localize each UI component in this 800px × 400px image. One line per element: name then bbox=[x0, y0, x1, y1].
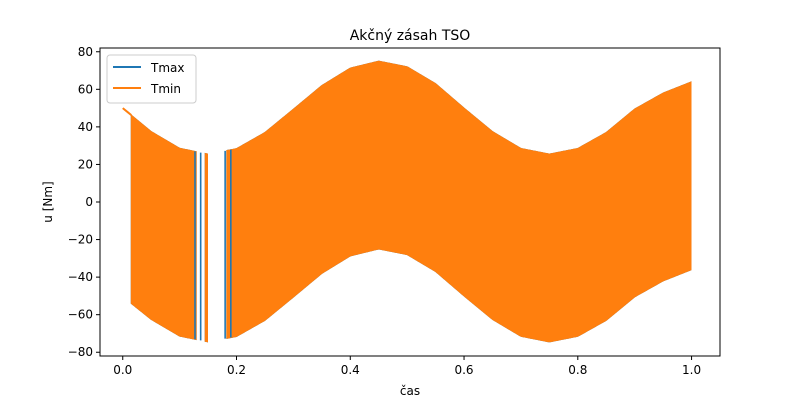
y-tick-label-5: 20 bbox=[78, 157, 93, 171]
series-start-stroke bbox=[122, 107, 132, 116]
y-tick-label-3: −20 bbox=[68, 233, 93, 247]
x-tick-label-3: 0.6 bbox=[454, 363, 473, 377]
legend-label-tmax: Tmax bbox=[150, 61, 184, 75]
x-axis: 0.0 0.2 0.4 0.6 0.8 1.0 bbox=[113, 356, 701, 377]
series-band-tmin-0 bbox=[130, 114, 197, 341]
chart-title: Akčný zásah TSO bbox=[350, 28, 471, 44]
y-tick-label-6: 40 bbox=[78, 120, 93, 134]
series-band-tmin-2 bbox=[226, 60, 692, 343]
y-tick-label-8: 80 bbox=[78, 45, 93, 59]
legend: Tmax Tmin bbox=[106, 54, 197, 104]
x-tick-label-4: 0.8 bbox=[568, 363, 587, 377]
x-tick-label-5: 1.0 bbox=[682, 363, 701, 377]
y-tick-label-0: −80 bbox=[68, 345, 93, 359]
y-axis: −80 −60 −40 −20 0 20 40 60 80 bbox=[68, 45, 100, 359]
y-axis-label: u [Nm] bbox=[41, 181, 55, 222]
plot-area bbox=[122, 60, 692, 343]
plot-marks bbox=[122, 60, 692, 343]
x-tick-label-1: 0.2 bbox=[227, 363, 246, 377]
y-tick-label-7: 60 bbox=[78, 82, 93, 96]
legend-label-tmin: Tmin bbox=[150, 82, 181, 96]
y-tick-label-2: −40 bbox=[68, 270, 93, 284]
x-axis-label: čas bbox=[400, 384, 420, 398]
x-tick-label-0: 0.0 bbox=[113, 363, 132, 377]
y-tick-label-1: −60 bbox=[68, 308, 93, 322]
y-tick-label-4: 0 bbox=[85, 195, 93, 209]
x-tick-label-2: 0.4 bbox=[341, 363, 360, 377]
